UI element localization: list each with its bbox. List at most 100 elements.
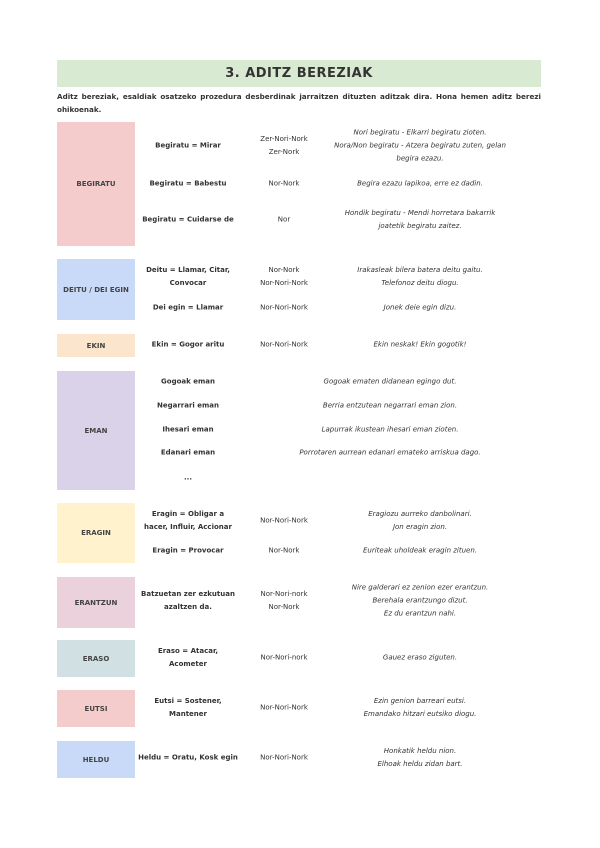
translation-cell: Batzuetan zer ezkutuan azaltzen da. <box>141 588 235 614</box>
examples-cell: Irakasleak bilera batera deitu gaitu. Tel… <box>357 264 482 290</box>
translation-cell: Begiratu = Mirar <box>155 140 221 153</box>
translation-line: Gogoak eman <box>161 377 215 386</box>
examples-cell: Gogoak ematen didanean egingo dut. <box>324 376 457 389</box>
examples-line: Begira ezazu lapikoa, erre ez dadin. <box>357 179 483 188</box>
translation-cell: Dei egin = Llamar <box>153 302 223 315</box>
examples-line: Emandako hitzari eutsiko diogu. <box>363 710 477 718</box>
translation-line: Dei egin = Llamar <box>152 303 224 312</box>
case-cell: Zer-Nori-Nork Zer-Nork <box>260 133 307 159</box>
translation-line: Begiratu = Babestu <box>149 179 227 188</box>
verb-label-heldu: HELDU <box>57 741 135 778</box>
translation-line: azaltzen da. <box>164 603 212 611</box>
translation-line: Ekin = Gogor aritu <box>151 340 225 349</box>
examples-cell: Jonek deie egin dizu. <box>384 302 457 315</box>
translation-line: Negarrari eman <box>156 401 220 410</box>
translation-cell: Gogoak eman <box>161 376 215 389</box>
examples-cell: Nire galderari ez zenion ezer erantzun. B… <box>352 582 489 621</box>
translation-line: hacer, Influir, Accionar <box>144 523 232 531</box>
examples-line: Ezin genion barreari eutsi. <box>373 697 467 705</box>
examples-line: Berria entzutean negarrari eman zion. <box>322 401 458 410</box>
examples-line: Ekin neskak! Ekin gogotik! <box>373 340 467 349</box>
examples-cell: Eragiozu aurreko danbolinari. Jon eragin … <box>368 508 472 534</box>
translation-cell: Begiratu = Babestu <box>149 178 226 191</box>
examples-cell: Nori begiratu - Elkarri begiratu zioten.… <box>334 127 506 166</box>
case-cell: Nor-Nori-Nork <box>260 339 308 352</box>
translation-line: Convocar <box>169 279 207 287</box>
examples-line: begira ezazu. <box>396 154 444 163</box>
case-cell: Nor-Nork <box>269 545 300 558</box>
case-line: Nor <box>277 215 291 224</box>
translation-cell: Eragin = Obligar a hacer, Influir, Accion… <box>144 508 232 534</box>
translation-cell: Deitu = Llamar, Citar, Convocar <box>146 264 230 290</box>
examples-cell: Begira ezazu lapikoa, erre ez dadin. <box>357 178 483 191</box>
examples-cell: Berria entzutean negarrari eman zion. <box>323 400 457 413</box>
case-cell: Nor <box>278 214 290 227</box>
examples-cell: Ekin neskak! Ekin gogotik! <box>374 339 467 352</box>
examples-cell: Ezin genion barreari eutsi. Emandako hitz… <box>364 695 477 721</box>
case-line: Nor-Nori-Nork <box>260 703 308 712</box>
case-cell: Nor-Nori-nork <box>261 652 308 665</box>
examples-cell: Euriteak uholdeak eragin zituen. <box>363 545 477 558</box>
case-line: Zer-Nori-Nork <box>260 135 308 143</box>
examples-line: Nora/Non begiratu - Atzera begiratu zute… <box>334 141 506 150</box>
translation-cell: Eragin = Provocar <box>152 545 223 558</box>
verb-label-deitu-dei-egin: DEITU / DEI EGIN <box>57 259 135 320</box>
case-line: Nor-Nork <box>268 603 300 611</box>
examples-cell: Porrotaren aurrean edanari emateko arris… <box>299 447 480 460</box>
examples-line: Euriteak uholdeak eragin zituen. <box>362 546 478 555</box>
translation-cell: Ekin = Gogor aritu <box>152 339 225 352</box>
examples-line: Nire galderari ez zenion ezer erantzun. <box>351 583 489 592</box>
verb-label-erantzun: ERANTZUN <box>57 577 135 628</box>
case-line: Nor-Nori-nork <box>260 590 308 598</box>
examples-line: Porrotaren aurrean edanari emateko arris… <box>299 448 481 457</box>
translation-line: Eutsi = Sostener, <box>154 697 222 705</box>
examples-cell: Hondik begiratu - Mendi horretara bakarr… <box>345 207 496 233</box>
translation-line: Heldu = Oratu, Kosk egin <box>138 753 238 762</box>
verb-label-eraso: ERASO <box>57 640 135 677</box>
case-line: Zer-Nork <box>268 148 300 156</box>
page-title: 3. ADITZ BEREZIAK <box>225 66 373 81</box>
examples-cell: Lapurrak ikustean ihesari eman zioten. <box>322 424 459 437</box>
examples-line: Berehala erantzungo dizut. <box>372 596 468 605</box>
examples-line: joatetik begiratu zaitez. <box>378 222 462 230</box>
translation-line: Ihesari eman <box>162 425 214 434</box>
examples-line: Telefonoz deitu diogu. <box>381 279 459 287</box>
case-cell: Nor-Nori-Nork <box>260 702 308 715</box>
case-cell: Nor-Nork <box>269 178 300 191</box>
examples-line: Gogoak ematen didanean egingo dut. <box>323 377 457 386</box>
intro-paragraph: Aditz bereziak, esaldiak osatzeko prozed… <box>57 92 541 114</box>
examples-line: Jonek deie egin dizu. <box>383 303 457 312</box>
translation-cell: Heldu = Oratu, Kosk egin <box>138 752 238 765</box>
case-line: Nor-Nork <box>268 546 300 555</box>
examples-line: Irakasleak bilera batera deitu gaitu. <box>357 266 483 274</box>
translation-line: Eragin = Obligar a <box>151 510 225 518</box>
title-bar: 3. ADITZ BEREZIAK <box>57 60 541 87</box>
case-line: Nor-Nori-Nork <box>260 303 308 312</box>
translation-line: Begiratu = Cuidarse de <box>142 215 234 224</box>
translation-line: Begiratu = Mirar <box>155 141 221 150</box>
translation-line: Eraso = Atacar, <box>157 647 219 655</box>
case-cell: Nor-Nork Nor-Nori-Nork <box>260 264 308 290</box>
case-cell: Nor-Nori-nork Nor-Nork <box>261 588 308 614</box>
case-line: Nor-Nori-Nork <box>260 753 308 762</box>
case-line: Nor-Nori-nork <box>260 653 308 662</box>
examples-line: Elhoak heldu zidan bart. <box>377 760 463 768</box>
examples-line: Hondik begiratu - Mendi horretara bakarr… <box>344 209 496 217</box>
translation-line: Acometer <box>169 660 207 668</box>
examples-line: Gauez eraso ziguten. <box>382 653 458 662</box>
examples-cell: Honkatik heldu nion. Elhoak heldu zidan b… <box>377 745 462 771</box>
translation-cell: Negarrari eman <box>157 400 219 413</box>
verb-label-eman: EMAN <box>57 371 135 490</box>
verb-label-eutsi: EUTSI <box>57 690 135 727</box>
case-cell: Nor-Nori-Nork <box>260 302 308 315</box>
examples-cell: Gauez eraso ziguten. <box>383 652 457 665</box>
translation-line: Mantener <box>169 710 207 718</box>
translation-cell: Eraso = Atacar, Acometer <box>158 645 218 671</box>
case-cell: Nor-Nori-Nork <box>260 515 308 528</box>
examples-line: Honkatik heldu nion. <box>383 747 457 755</box>
case-line: Nor-Nori-Nork <box>260 279 308 287</box>
case-line: Nor-Nori-Nork <box>260 516 308 525</box>
translation-cell: Edanari eman <box>161 447 215 460</box>
translation-cell: ... <box>184 472 192 485</box>
examples-line: Jon eragin zion. <box>392 523 448 531</box>
